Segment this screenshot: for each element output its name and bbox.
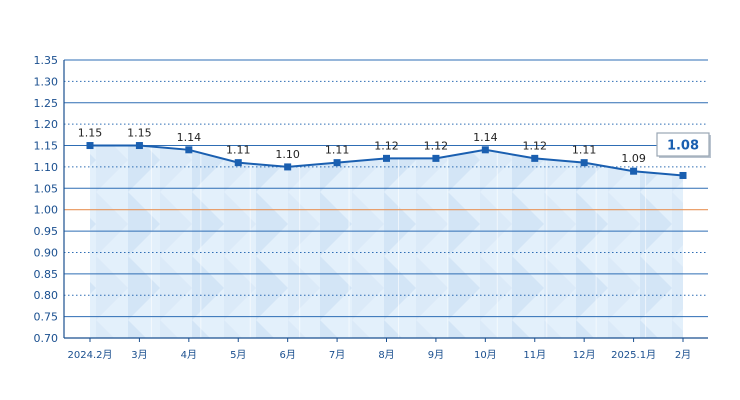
- data-point-marker: [531, 154, 539, 162]
- data-labels: 1.15 1.15 1.14 1.11 1.10 1.11 1.12 1.12 1.14 1.12…: [78, 127, 646, 166]
- x-tick-label: 5月: [230, 349, 246, 361]
- data-point-marker: [135, 142, 143, 150]
- y-tick-label: 1.00: [34, 204, 59, 217]
- y-tick-label: 1.10: [34, 161, 59, 174]
- data-label: 1.15: [78, 127, 103, 140]
- area-fill-layer: [90, 145, 683, 338]
- data-point-marker: [284, 163, 292, 171]
- data-label: 1.11: [226, 144, 251, 157]
- x-tick-label: 2025.1月: [611, 349, 656, 361]
- data-label: 1.12: [424, 139, 449, 152]
- data-label: 1.12: [374, 139, 399, 152]
- y-tick-label: 1.30: [34, 75, 59, 88]
- x-tick-label: 12月: [573, 349, 596, 361]
- y-tick-label: 0.70: [34, 332, 59, 345]
- x-tick-label: 9月: [428, 349, 444, 361]
- gridlines: [64, 59, 708, 318]
- data-label: 1.14: [177, 131, 202, 144]
- y-tick-label: 1.35: [34, 54, 59, 67]
- x-tick-label: 3月: [131, 349, 147, 361]
- data-label: 1.10: [275, 148, 300, 161]
- data-point-marker: [580, 159, 588, 167]
- y-tick-label: 0.90: [34, 246, 59, 259]
- x-tick-label: 2月: [675, 349, 691, 361]
- data-label: 1.14: [473, 131, 498, 144]
- x-tick-label: 10月: [474, 349, 497, 361]
- data-point-marker: [630, 167, 638, 175]
- x-tick-label: 11月: [523, 349, 546, 361]
- x-tick-label: 8月: [378, 349, 394, 361]
- data-point-marker: [481, 146, 489, 154]
- y-tick-label: 1.25: [34, 97, 59, 110]
- y-tick-label: 1.20: [34, 118, 59, 131]
- y-tick-label: 0.85: [34, 268, 59, 281]
- data-point-marker: [432, 154, 440, 162]
- area-fill: [90, 145, 683, 338]
- callout-value: 1.08: [667, 139, 699, 154]
- latest-value-callout: 1.08: [656, 132, 711, 158]
- x-tick-label: 4月: [181, 349, 197, 361]
- data-points: [86, 142, 687, 179]
- data-label: 1.11: [325, 144, 350, 157]
- callout-box: [656, 132, 710, 157]
- data-point-marker: [679, 171, 687, 179]
- data-label: 1.09: [621, 152, 646, 165]
- data-point-marker: [185, 146, 193, 154]
- y-tick-label: 0.75: [34, 311, 59, 324]
- x-tick-label: 7月: [329, 349, 345, 361]
- y-axis-ticks: 0.70 0.75 0.80 0.85 0.90 0.95 1.00 1.05 1.10 1.15…: [34, 54, 59, 345]
- x-tick-label: 2024.2月: [68, 349, 113, 361]
- data-label: 1.12: [523, 139, 548, 152]
- data-label: 1.11: [572, 144, 597, 157]
- y-tick-label: 0.95: [34, 225, 59, 238]
- y-tick-label: 0.80: [34, 289, 59, 302]
- x-axis-ticks: 2024.2月 3月 4月 5月 6月 7月 8月 9月 10月 11月 12月 2025.1月 2月: [68, 338, 691, 361]
- data-point-marker: [234, 159, 242, 167]
- x-tick-label: 6月: [279, 349, 295, 361]
- data-label: 1.15: [127, 127, 152, 140]
- y-tick-label: 1.05: [34, 182, 59, 195]
- y-tick-label: 1.15: [34, 140, 59, 153]
- data-point-marker: [86, 142, 94, 150]
- data-point-marker: [333, 159, 341, 167]
- data-point-marker: [383, 154, 390, 162]
